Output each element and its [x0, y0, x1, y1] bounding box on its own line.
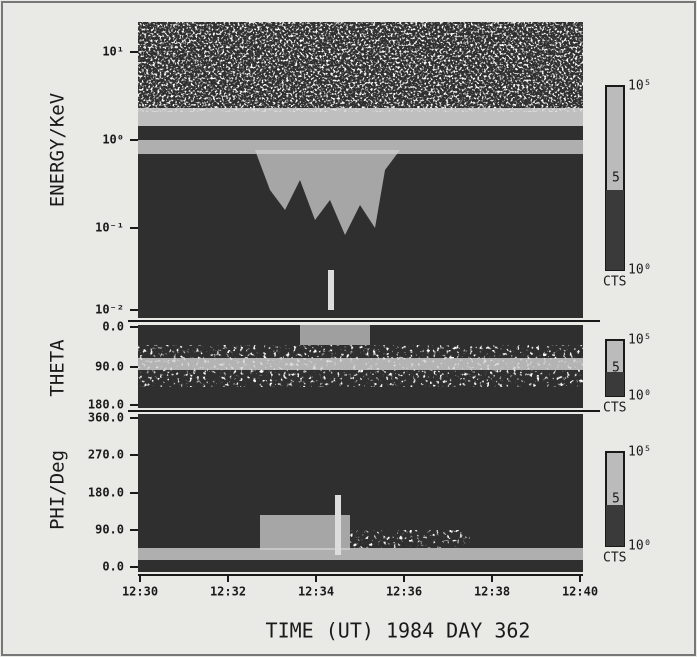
y-tick-label: 0.0 — [102, 560, 124, 574]
energy-band — [138, 108, 583, 126]
colorbar-dark — [606, 190, 624, 270]
phi-noise — [350, 530, 470, 548]
x-tick-label: 12:40 — [562, 585, 598, 599]
colorbar-label: CTS — [603, 401, 626, 416]
colorbar-dark — [606, 505, 624, 546]
y-tick-label: 180.0 — [88, 398, 124, 412]
colorbar-label: 5 — [612, 171, 620, 186]
y-label: ENERGY/KeV — [47, 93, 69, 207]
theta-band — [138, 358, 583, 370]
y-tick-label: 270.0 — [88, 448, 124, 462]
colorbar-label: CTS — [603, 275, 626, 290]
y-tick-label: 10¹ — [102, 45, 124, 59]
colorbar-label: 10⁰ — [628, 263, 651, 278]
phi-spike — [335, 495, 341, 555]
colorbar-label: 10⁵ — [628, 445, 651, 460]
energy-noise — [138, 22, 583, 112]
theta-patch — [300, 325, 370, 345]
y-tick-label: 10⁻¹ — [95, 221, 124, 235]
colorbar-label: 10⁵ — [628, 79, 651, 94]
y-tick-label: 90.0 — [95, 360, 124, 374]
energy-spike — [328, 270, 334, 310]
page: {"panels": [ {"label": "ENERGY/KeV", "ti… — [0, 0, 697, 657]
phi-band — [138, 548, 583, 560]
y-tick-label: 0.0 — [102, 320, 124, 334]
x-tick-label: 12:30 — [122, 585, 158, 599]
x-tick-label: 12:32 — [210, 585, 246, 599]
x-tick-label: 12:38 — [474, 585, 510, 599]
colorbar-label: 10⁵ — [628, 333, 651, 348]
y-tick-label: 90.0 — [95, 523, 124, 537]
y-tick-label: 360.0 — [88, 411, 124, 425]
figure: ENERGY/KeV THETA PHI/Deg TIME (UT) 1984 … — [0, 0, 697, 657]
y-tick-label: 10⁰ — [102, 133, 124, 147]
colorbar-dark — [606, 372, 624, 396]
colorbar-label: 5 — [612, 492, 620, 507]
x-tick-label: 12:36 — [386, 585, 422, 599]
colorbar-label: 10⁰ — [628, 539, 651, 554]
colorbar-label: CTS — [603, 551, 626, 566]
colorbar-label: 10⁰ — [628, 389, 651, 404]
y-tick-label: 180.0 — [88, 486, 124, 500]
y-label: PHI/Deg — [47, 450, 69, 530]
y-label: THETA — [47, 339, 69, 397]
colorbar-label: 5 — [612, 361, 620, 376]
y-tick-label: 10⁻² — [95, 303, 124, 317]
x-tick-label: 12:34 — [298, 585, 334, 599]
x-label: TIME (UT) 1984 DAY 362 — [266, 619, 531, 643]
